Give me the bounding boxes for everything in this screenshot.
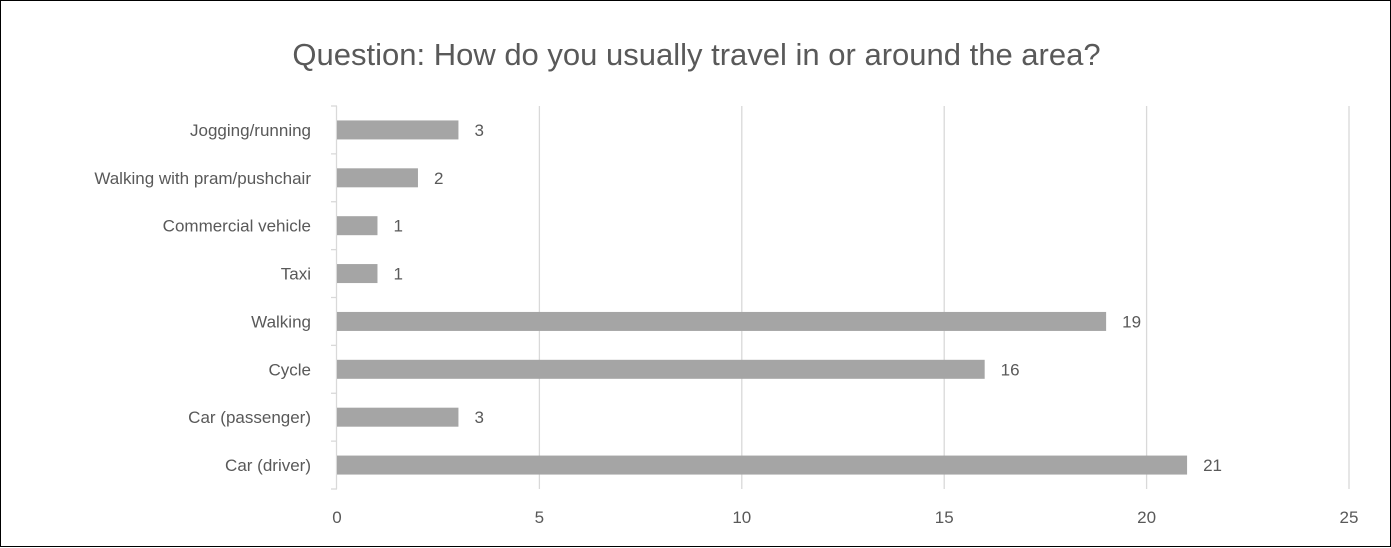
x-tick-labels: 0 5 10 15 20 25	[332, 508, 1358, 527]
bar	[337, 264, 378, 284]
category-axis	[331, 105, 338, 490]
data-label: 21	[1203, 456, 1222, 475]
data-label: 16	[1001, 360, 1020, 379]
category-labels: Car (driver) Car (passenger) Cycle Walking T…	[94, 121, 311, 475]
bars	[337, 120, 1188, 475]
category-label: Commercial vehicle	[163, 217, 311, 236]
bar	[337, 407, 459, 427]
x-tick-label: 10	[732, 508, 751, 527]
category-label: Taxi	[281, 265, 311, 284]
category-label: Car (passenger)	[188, 408, 311, 427]
x-tick-label: 0	[332, 508, 341, 527]
data-label: 3	[474, 121, 483, 140]
bar	[337, 359, 985, 379]
data-labels: 21 3 16 19 1 1 2 3	[393, 121, 1222, 475]
x-tick-label: 20	[1137, 508, 1156, 527]
data-label: 2	[434, 169, 443, 188]
category-label: Cycle	[268, 360, 311, 379]
bar	[337, 216, 378, 236]
bar	[337, 168, 418, 188]
category-label: Car (driver)	[225, 456, 311, 475]
category-label: Jogging/running	[190, 121, 311, 140]
x-tick-label: 5	[535, 508, 544, 527]
x-tick-label: 15	[935, 508, 954, 527]
data-label: 3	[474, 408, 483, 427]
chart-title: Question: How do you usually travel in o…	[292, 37, 1101, 72]
bar	[337, 120, 459, 140]
data-label: 1	[393, 217, 402, 236]
data-label: 19	[1122, 312, 1141, 331]
data-label: 1	[393, 265, 402, 284]
bar	[337, 455, 1188, 475]
x-tick-label: 25	[1340, 508, 1359, 527]
gridlines	[538, 106, 1350, 489]
category-label: Walking	[251, 312, 311, 331]
bar	[337, 311, 1107, 331]
category-label: Walking with pram/pushchair	[94, 169, 311, 188]
